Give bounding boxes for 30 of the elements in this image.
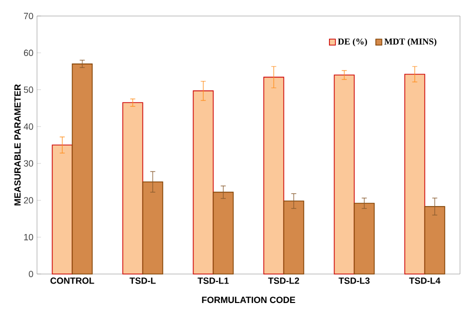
y-tick-label: 0	[28, 270, 34, 278]
x-tick-label: TSD-L2	[268, 278, 300, 284]
bar	[52, 144, 73, 274]
legend-label: DE (%)	[338, 38, 368, 46]
x-tick-label: CONTROL	[50, 278, 94, 284]
bar	[142, 181, 164, 274]
bar	[212, 192, 234, 274]
y-tick-label: 70	[24, 12, 34, 20]
y-tick-label: 30	[24, 160, 34, 167]
bar	[424, 206, 446, 274]
y-tick-label: 60	[24, 50, 34, 56]
legend-label: MDT (MINS)	[384, 38, 436, 46]
bar	[334, 74, 355, 274]
x-tick-label: TSD-L3	[338, 278, 370, 284]
x-tick-label: TSD-L4	[409, 278, 440, 284]
y-tick-label: 10	[24, 234, 34, 240]
bar	[192, 90, 214, 274]
bar	[354, 202, 375, 274]
bar	[72, 64, 93, 274]
y-tick-label: 20	[24, 197, 34, 204]
x-tick-label: TSD-L	[130, 278, 156, 284]
bar	[122, 102, 144, 274]
x-tick-label: TSD-L1	[198, 278, 229, 284]
x-axis-title: FORMULATION CODE	[202, 296, 296, 304]
y-tick-label: 50	[24, 86, 34, 93]
bar	[283, 200, 304, 274]
y-tick-label: 40	[24, 123, 34, 130]
bar	[263, 76, 284, 274]
bar	[404, 74, 426, 274]
y-axis-title: MEASURABLE PARAMETER	[14, 84, 21, 206]
